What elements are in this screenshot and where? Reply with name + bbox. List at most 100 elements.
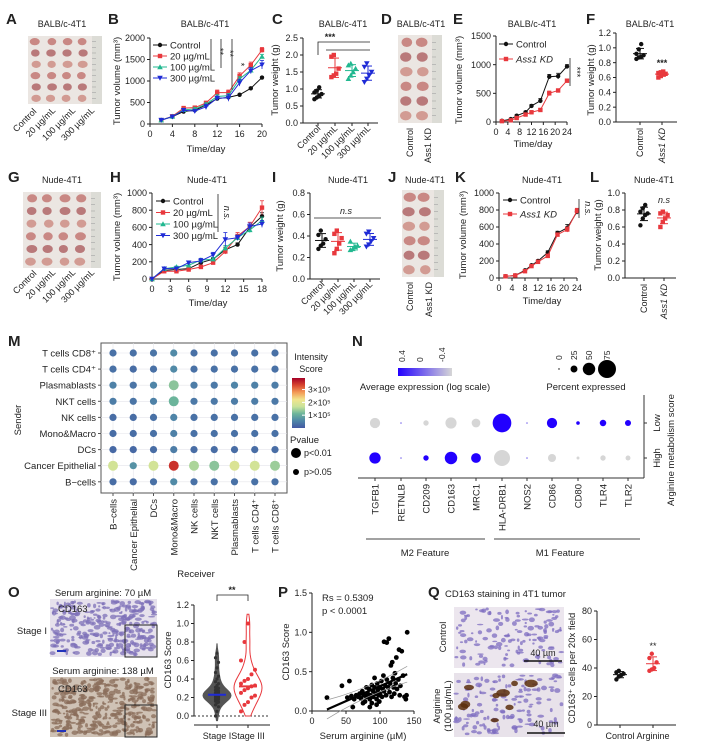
- interaction-dot: [209, 460, 220, 471]
- cell-nucleus: [147, 648, 154, 652]
- cell-nucleus: [151, 721, 157, 724]
- cell-nucleus: [58, 698, 62, 702]
- interaction-dot: [190, 446, 198, 454]
- cell-nucleus: [102, 616, 106, 620]
- data-point-square: [331, 52, 336, 58]
- cell-nucleus: [137, 636, 140, 639]
- data-point-square: [210, 260, 216, 265]
- cell-nucleus: [126, 727, 129, 731]
- panel-letter-f: F: [586, 11, 595, 28]
- cell-nucleus: [62, 705, 68, 710]
- expression-dot: [576, 456, 580, 460]
- cell-nucleus: [107, 701, 110, 703]
- cell-nucleus: [73, 650, 80, 655]
- series-line: [151, 223, 263, 280]
- data-point-square: [337, 241, 342, 246]
- cell-nucleus: [466, 637, 474, 642]
- cell-nucleus: [525, 688, 532, 692]
- cell-nucleus: [558, 651, 565, 654]
- panel-letter-e: E: [453, 11, 463, 28]
- tumor: [76, 219, 87, 228]
- x-tick-label: 20: [257, 129, 267, 139]
- data-point: [347, 678, 352, 684]
- x-axis-label: Receiver: [177, 569, 215, 580]
- violin-stage-i: [202, 643, 232, 722]
- panel-q-dot-chart: 0 20 40 60 80 Control Arginine CD163⁺ cells per…: [567, 606, 676, 741]
- cell-nucleus: [95, 711, 101, 716]
- tumor: [77, 83, 87, 91]
- expression-dot: [400, 422, 402, 424]
- cell-nucleus: [87, 629, 94, 633]
- cell-nucleus: [497, 725, 501, 731]
- data-point: [253, 693, 257, 698]
- data-point-square: [555, 88, 561, 93]
- cell-nucleus: [104, 725, 110, 728]
- x-tick-label: 4: [509, 283, 514, 293]
- data-point-square: [529, 263, 534, 269]
- cell-nucleus: [82, 619, 88, 623]
- y-tick-label: 0.2: [598, 102, 611, 112]
- cell-nucleus: [95, 608, 101, 612]
- cell-nucleus: [453, 692, 459, 695]
- data-point-down-triangle: [222, 237, 229, 243]
- interaction-dot: [189, 460, 199, 471]
- interaction-dot: [251, 429, 259, 438]
- data-point-down-triangle: [157, 75, 163, 81]
- cell-nucleus: [476, 731, 482, 735]
- cell-nucleus: [117, 639, 124, 643]
- interaction-dot: [230, 365, 239, 373]
- tumor: [78, 49, 88, 57]
- tumor-photo: [28, 36, 102, 104]
- cell-nucleus: [96, 732, 101, 735]
- cell-nucleus: [65, 721, 72, 723]
- cell-nucleus: [110, 627, 116, 633]
- cell-nucleus: [60, 633, 67, 636]
- tumor: [400, 81, 412, 92]
- data-point-down-triangle: [169, 114, 176, 120]
- cell-nucleus: [505, 714, 510, 720]
- violin-stage-iii: [233, 613, 263, 717]
- interaction-dot: [149, 365, 158, 373]
- x-tick-label: 0: [496, 283, 501, 293]
- cell-nucleus: [92, 687, 96, 690]
- x-tick-label: 3: [168, 284, 173, 294]
- interaction-dot: [210, 478, 218, 486]
- cell-nucleus: [486, 728, 491, 733]
- cell-nucleus: [72, 713, 78, 716]
- cell-nucleus: [523, 686, 527, 692]
- data-point: [394, 686, 400, 692]
- cell-nucleus: [474, 695, 479, 699]
- cell-nucleus: [87, 648, 93, 652]
- data-point-square: [658, 224, 663, 230]
- series-300-g-ml: 300 µg/mL: [153, 59, 265, 123]
- data-point-square: [248, 62, 253, 68]
- cell-nucleus: [60, 692, 67, 697]
- cell-nucleus: [98, 729, 104, 732]
- data-point-down-triangle: [149, 276, 155, 282]
- tumor: [75, 232, 86, 241]
- cell-nucleus: [475, 720, 480, 725]
- data-point: [393, 681, 399, 686]
- cell-nucleus: [115, 722, 122, 725]
- tumor: [417, 250, 430, 260]
- x-axis-label: Time/day: [523, 296, 562, 307]
- cell-nucleus: [515, 611, 520, 615]
- cell-nucleus: [120, 616, 127, 620]
- cell-nucleus: [61, 726, 68, 731]
- cell-nucleus: [148, 723, 151, 726]
- group-20-g-ml: [331, 228, 345, 256]
- cell-nucleus: [537, 636, 541, 641]
- cell-nucleus: [524, 610, 527, 613]
- cell-nucleus: [119, 677, 126, 681]
- cell-nucleus: [58, 616, 64, 620]
- cell-nucleus: [126, 678, 130, 683]
- cell-nucleus: [493, 645, 499, 650]
- data-point-circle: [237, 92, 242, 97]
- interaction-dot: [109, 381, 117, 389]
- cell-nucleus: [115, 643, 119, 648]
- colorbar-tick-label: 2×10⁵: [308, 397, 331, 407]
- cell-nucleus: [62, 626, 68, 628]
- data-point: [381, 688, 387, 694]
- tumor: [419, 221, 430, 231]
